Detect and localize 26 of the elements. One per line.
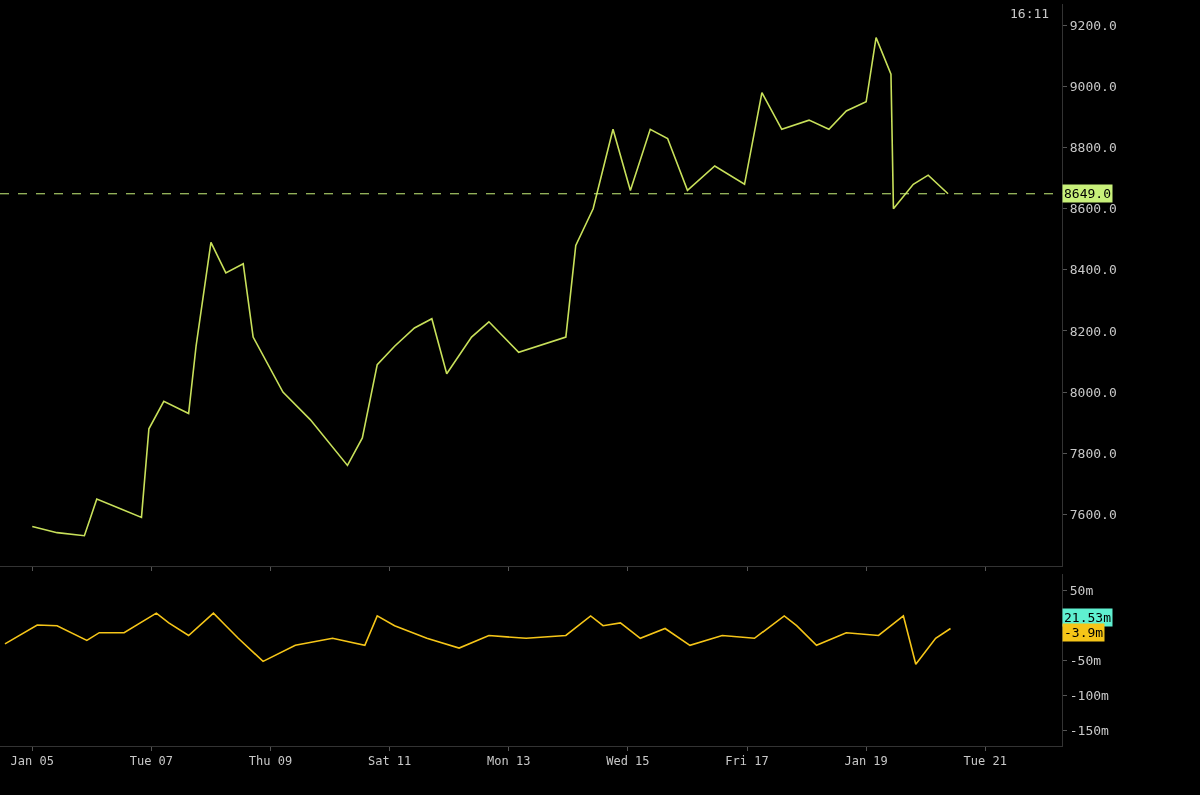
- text: 21.53m: [1064, 610, 1112, 625]
- y-tick-label: 8000.0: [1069, 384, 1117, 400]
- y-tick-label: 8800.0: [1069, 140, 1117, 156]
- y-tick-label: 9000.0: [1069, 79, 1117, 95]
- x-tick-label: Jan 19: [844, 754, 888, 769]
- y-tick-label: 50m: [1069, 583, 1094, 599]
- y-tick-label: -100m: [1069, 688, 1110, 704]
- y-tick-label: -50m: [1069, 653, 1102, 669]
- x-tick-label: Fri 17: [725, 754, 769, 769]
- ref-line-label: 8649.0: [1064, 186, 1111, 201]
- x-tick-label: Wed 15: [606, 754, 650, 769]
- y-tick-label: 8200.0: [1069, 323, 1117, 339]
- x-tick-label: Tue 07: [129, 754, 174, 769]
- x-tick-label: Jan 05: [10, 754, 54, 769]
- text: -3.9m: [1064, 625, 1104, 640]
- y-tick-label: -150m: [1069, 723, 1110, 739]
- y-tick-label: 8400.0: [1069, 262, 1117, 278]
- x-tick-label: Thu 09: [248, 754, 293, 769]
- x-tick-label: Tue 21: [963, 754, 1007, 769]
- y-tick-label: 9200.0: [1069, 17, 1117, 33]
- annotation: 16:11: [1010, 6, 1050, 21]
- y-tick-label: 7600.0: [1069, 506, 1117, 522]
- x-tick-label: Mon 13: [487, 754, 531, 769]
- y-tick-label: 7800.0: [1069, 445, 1117, 461]
- y-tick-label: 8600.0: [1069, 201, 1117, 217]
- x-tick-label: Sat 11: [367, 754, 412, 769]
